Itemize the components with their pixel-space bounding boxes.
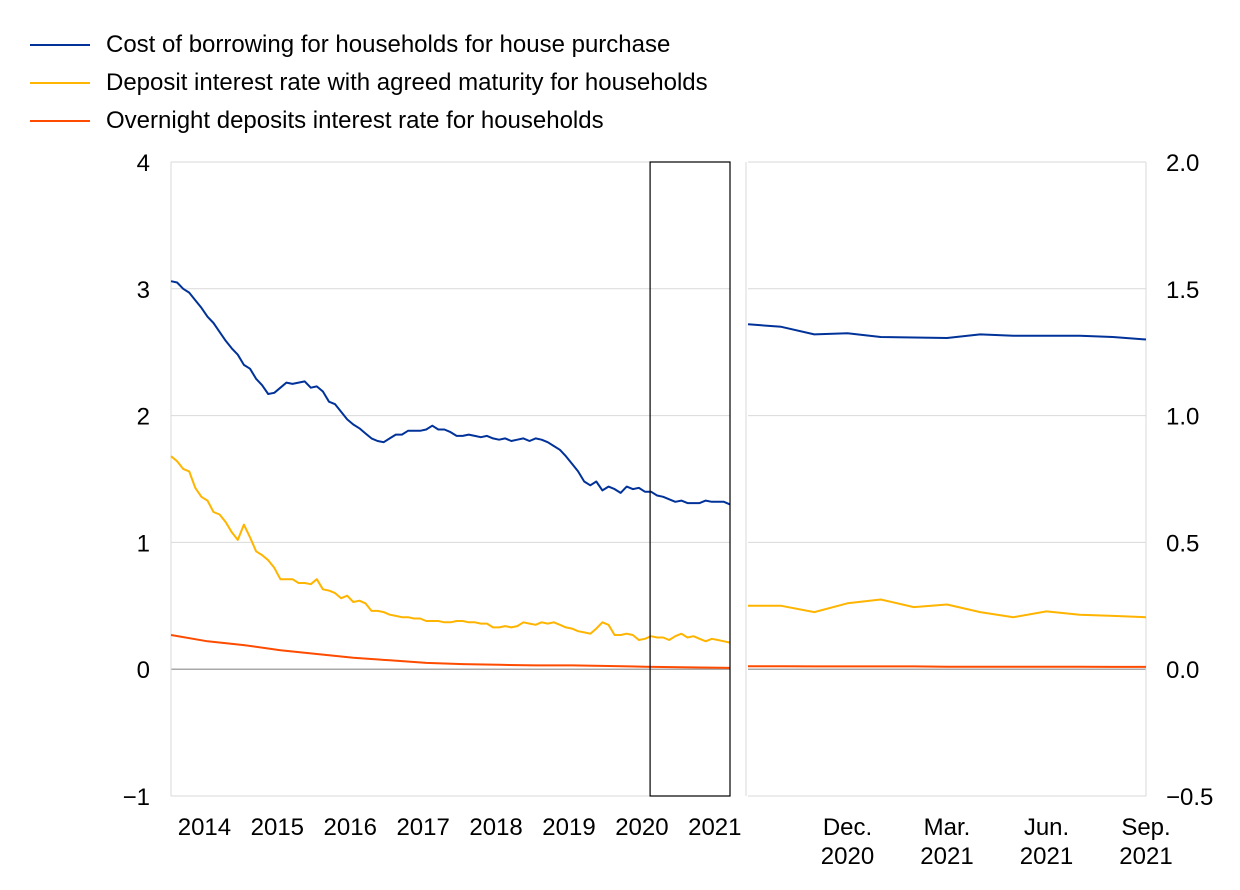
left-series-line-deposit-interest-rate-with-agreed-maturity-for-households [170,455,731,644]
right-series-line-cost-of-borrowing-for-households-for-house-purchase [747,323,1147,341]
right-x-tick-label-month: Sep. [1121,814,1170,841]
legend-item-overnight-deposits: Overnight deposits interest rate for hou… [30,102,708,140]
legend-item-deposit-agreed-maturity: Deposit interest rate with agreed maturi… [30,64,708,102]
legend-label-cost-of-borrowing: Cost of borrowing for households for hou… [106,31,671,58]
legend-label-overnight-deposits: Overnight deposits interest rate for hou… [106,107,604,134]
left-y-tick-label: 3 [137,277,150,304]
right-y-tick-label: 2.0 [1166,150,1199,177]
right-series-line-overnight-deposits-interest-rate-for-households [748,665,1146,668]
left-x-tick-label: 2019 [542,814,595,841]
left-x-tick-label: 2015 [251,814,304,841]
right-x-tick-label-year: 2020 [821,843,874,870]
left-y-tick-label: 4 [137,150,150,177]
left-x-tick-label: 2014 [178,814,231,841]
highlight-box [649,161,731,797]
left-x-tick-label: 2020 [615,814,668,841]
right-y-tick-label: 1.5 [1166,277,1199,304]
right-y-tick-label: −0.5 [1166,784,1213,811]
right-y-tick-label: 0.5 [1166,530,1199,557]
left-y-tick-label: 0 [137,657,150,684]
legend-label-deposit-agreed-maturity: Deposit interest rate with agreed maturi… [106,69,708,96]
legend: Cost of borrowing for households for hou… [30,26,708,140]
legend-item-cost-of-borrowing: Cost of borrowing for households for hou… [30,26,708,64]
right-x-tick-label-year: 2021 [1020,843,1073,870]
right-y-tick-label: 0.0 [1166,657,1199,684]
right-x-tick-label-month: Mar. [924,814,971,841]
legend-swatch-overnight-deposits [30,120,90,122]
right-x-tick-label-month: Dec. [823,814,872,841]
left-y-tick-label: 2 [137,404,150,431]
left-x-tick-label: 2016 [324,814,377,841]
legend-swatch-cost-of-borrowing [30,44,90,46]
left-series-line-overnight-deposits-interest-rate-for-households [170,634,731,669]
left-y-tick-label: −1 [123,784,150,811]
left-series-line-cost-of-borrowing-for-households-for-house-purchase [170,280,731,506]
right-series-line-deposit-interest-rate-with-agreed-maturity-for-households [748,598,1147,619]
right-x-tick-label-year: 2021 [1119,843,1172,870]
legend-swatch-deposit-agreed-maturity [30,82,90,84]
right-y-tick-label: 1.0 [1166,404,1199,431]
left-x-tick-label: 2018 [469,814,522,841]
left-x-tick-label: 2021 [688,814,741,841]
left-y-tick-label: 1 [137,530,150,557]
right-x-tick-label-month: Jun. [1024,814,1069,841]
right-x-tick-label-year: 2021 [920,843,973,870]
left-x-tick-label: 2017 [396,814,449,841]
